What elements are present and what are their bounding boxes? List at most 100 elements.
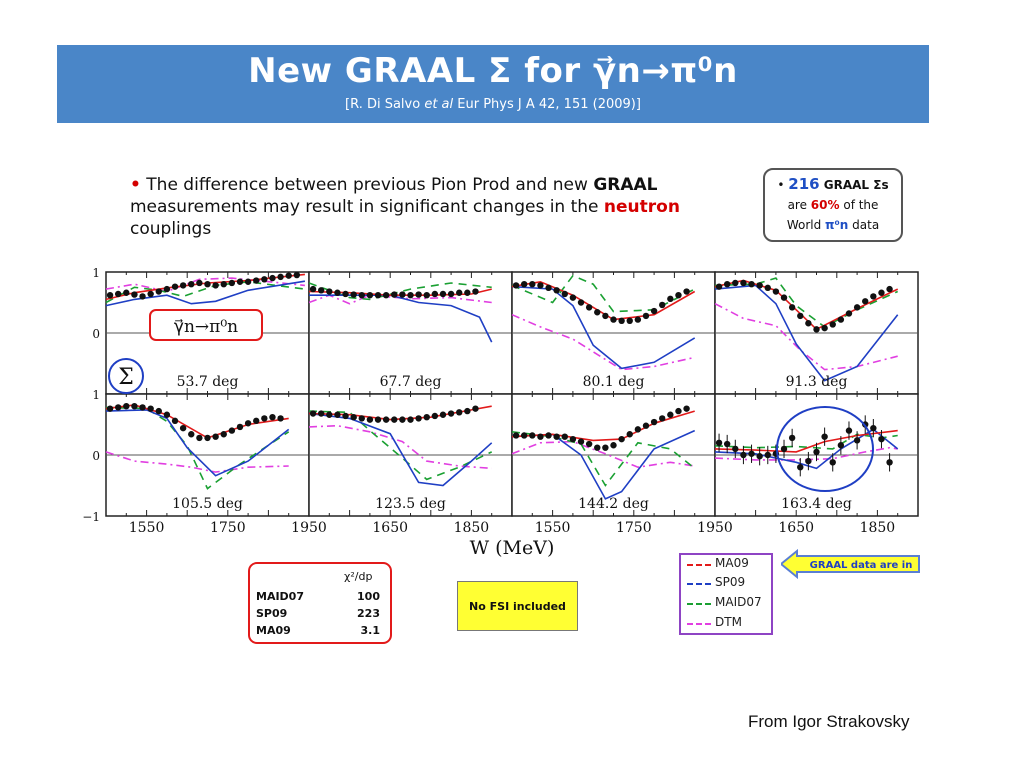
series-sp09-line [309,294,493,343]
data-point [334,289,341,296]
data-point [878,289,885,296]
data-point [374,416,382,423]
data-point [780,294,788,301]
data-point [204,434,211,442]
series-ma09-line [511,280,696,321]
data-point [520,281,528,288]
data-point [447,290,455,298]
x-tick-label: 1650 [778,520,814,536]
stat-reaction: π⁰n [825,218,849,232]
data-point [220,281,227,288]
legend-line [687,623,711,625]
panel-angle-label: 80.1 deg [583,374,645,390]
panel-angle-label: 53.7 deg [177,374,239,390]
data-point [756,282,763,289]
data-point [350,291,357,298]
reaction-label-box [149,309,263,341]
reaction-label: γ⃗n→π⁰n [174,317,238,337]
data-point [529,281,536,288]
y-tick-label: 0 [92,327,100,341]
legend-line [687,564,711,566]
chi2-value: 3.1 [360,624,381,637]
data-point [740,279,747,287]
data-point [106,291,114,299]
data-point [594,444,601,451]
stat-line2-pre: are [787,198,811,212]
x-tick-label: 1850 [860,520,896,536]
data-point [196,279,203,287]
data-point [862,298,869,305]
data-point [756,453,763,460]
data-point [602,444,609,451]
reference-post: Eur Phys J A 42, 151 (2009)] [453,97,641,112]
data-point [228,279,236,287]
data-point [788,304,796,311]
data-point [667,295,674,303]
data-point [147,290,154,298]
data-point [553,287,560,294]
legend-item-maid07: MAID07 [687,594,771,612]
data-point [155,407,162,415]
data-point [123,403,130,410]
sigma-circle [108,358,144,394]
no-fsi-note: No FSI included [457,581,578,631]
data-point [829,321,836,328]
data-point [358,291,365,299]
chi2-header: χ²/dp [344,570,373,583]
data-point [326,411,333,418]
data-point [805,457,812,465]
data-point [236,423,244,431]
data-point [650,307,658,315]
data-point [788,434,796,442]
data-point [269,274,276,282]
series-dtm-line [105,451,289,473]
data-point [618,317,625,324]
data-point [715,283,723,290]
data-point [537,282,544,289]
x-tick-label: 1950 [697,520,733,536]
data-point [253,417,260,425]
data-point [610,316,617,323]
x-tick-label: 1550 [129,520,165,536]
series-dtm-line [511,440,695,469]
chi2-row-sp09: SP09 223 [256,607,388,620]
data-point [813,326,820,333]
data-point [723,440,731,448]
data-point [732,279,739,287]
data-point [106,405,114,412]
legend-label: MAID07 [715,595,762,609]
series-sp09-line [511,285,696,370]
series-dtm-line [308,424,492,470]
sigma-symbol: Σ [118,365,134,390]
x-tick-label: 1750 [616,520,652,536]
bullet-neutron: neutron [603,197,680,217]
highlight-ellipse [776,406,874,492]
data-point [577,438,585,445]
data-point [845,310,853,317]
data-point [431,290,439,298]
x-tick-label: 1550 [535,520,571,536]
data-point [512,282,520,289]
data-point [764,284,771,292]
data-point [171,283,179,290]
data-point [212,282,219,289]
data-point [261,415,268,422]
data-point [537,433,544,440]
data-point [610,442,617,449]
series-maid07-line [511,431,696,487]
stat-percent: 60% [810,198,840,212]
series-dtm-line [511,313,695,371]
data-point [342,290,349,298]
data-point [626,317,633,324]
data-point [772,288,780,295]
stat-line3-post: data [848,218,880,232]
data-point [439,290,447,298]
data-point [561,433,568,440]
data-point [659,415,666,422]
data-point [853,304,861,311]
series-maid07-line [105,280,306,304]
data-point [439,411,447,418]
data-point [358,415,365,422]
data-point [212,433,219,440]
data-point [456,289,463,296]
